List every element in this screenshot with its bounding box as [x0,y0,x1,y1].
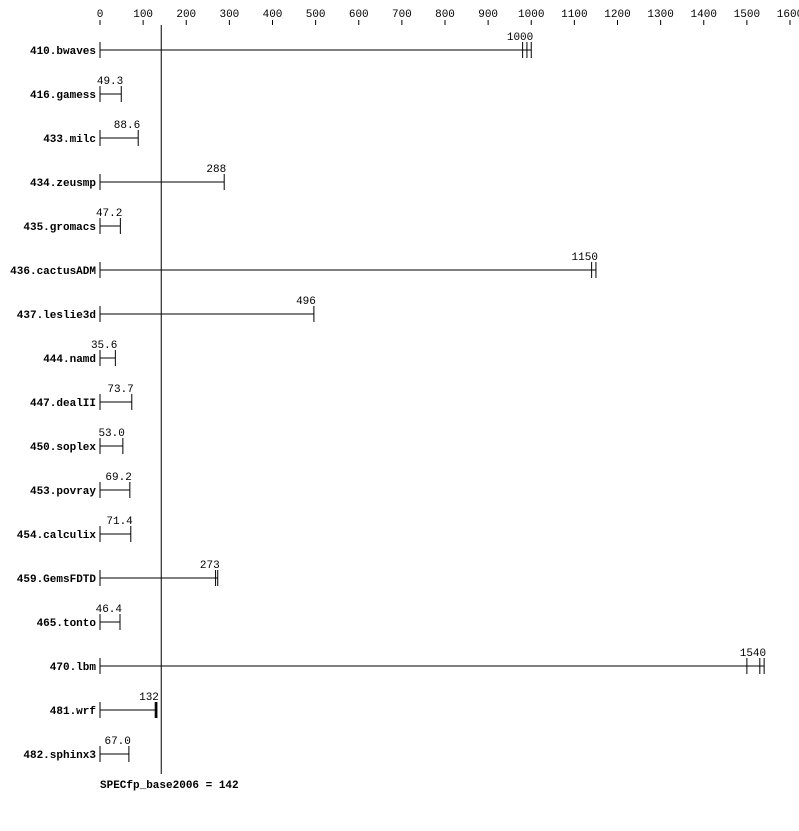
benchmark-label: 453.povray [30,486,96,498]
benchmark-label: 454.calculix [17,530,97,542]
benchmark-value: 46.4 [96,604,123,616]
x-tick-label: 1200 [604,9,630,21]
x-tick-label: 200 [176,9,196,21]
x-tick-label: 0 [97,9,104,21]
x-tick-label: 700 [392,9,412,21]
benchmark-label: 444.namd [43,354,96,366]
benchmark-label: 482.sphinx3 [23,750,96,762]
x-tick-label: 800 [435,9,455,21]
x-tick-label: 600 [349,9,369,21]
benchmark-label: 447.dealII [30,398,96,410]
x-tick-label: 1100 [561,9,587,21]
benchmark-label: 416.gamess [30,90,96,102]
benchmark-value: 1000 [507,32,533,44]
benchmark-value: 67.0 [104,736,130,748]
benchmark-value: 53.0 [98,428,124,440]
x-tick-label: 400 [263,9,283,21]
benchmark-value: 35.6 [91,340,117,352]
benchmark-label: 450.soplex [30,442,96,454]
x-tick-label: 1000 [518,9,544,21]
benchmark-value: 288 [206,164,226,176]
x-tick-label: 1500 [734,9,760,21]
benchmark-value: 47.2 [96,208,122,220]
benchmark-label: 465.tonto [37,618,97,630]
benchmark-label: 437.leslie3d [17,310,96,322]
x-tick-label: 100 [133,9,153,21]
baseline-label: SPECfp_base2006 = 142 [100,780,239,792]
benchmark-label: 434.zeusmp [30,178,96,190]
x-tick-label: 300 [219,9,239,21]
benchmark-label: 433.milc [43,134,96,146]
x-tick-label: 1600 [777,9,799,21]
benchmark-value: 496 [296,296,316,308]
x-tick-label: 500 [306,9,326,21]
benchmark-label: 481.wrf [50,706,97,718]
benchmark-value: 273 [200,560,220,572]
benchmark-value: 88.6 [114,120,140,132]
x-tick-label: 1400 [691,9,717,21]
benchmark-value: 1540 [740,648,766,660]
spec-chart: 0 100 200 300 400 500 600 700 800 900 1000 1100 1200… [0,0,799,831]
x-tick-label: 1300 [647,9,673,21]
benchmark-value: 73.7 [107,384,133,396]
benchmark-label: 470.lbm [50,662,97,674]
chart-svg: 0 100 200 300 400 500 600 700 800 900 1000 1100 1200… [0,0,799,831]
benchmark-value: 49.3 [97,76,123,88]
benchmark-label: 459.GemsFDTD [17,574,97,586]
benchmark-value: 69.2 [105,472,131,484]
benchmark-label: 435.gromacs [23,222,96,234]
benchmark-value: 1150 [572,252,598,264]
x-tick-label: 900 [478,9,498,21]
benchmark-label: 410.bwaves [30,46,96,58]
benchmark-value: 71.4 [106,516,133,528]
benchmark-label: 436.cactusADM [10,266,96,278]
benchmark-value: 132 [139,692,159,704]
